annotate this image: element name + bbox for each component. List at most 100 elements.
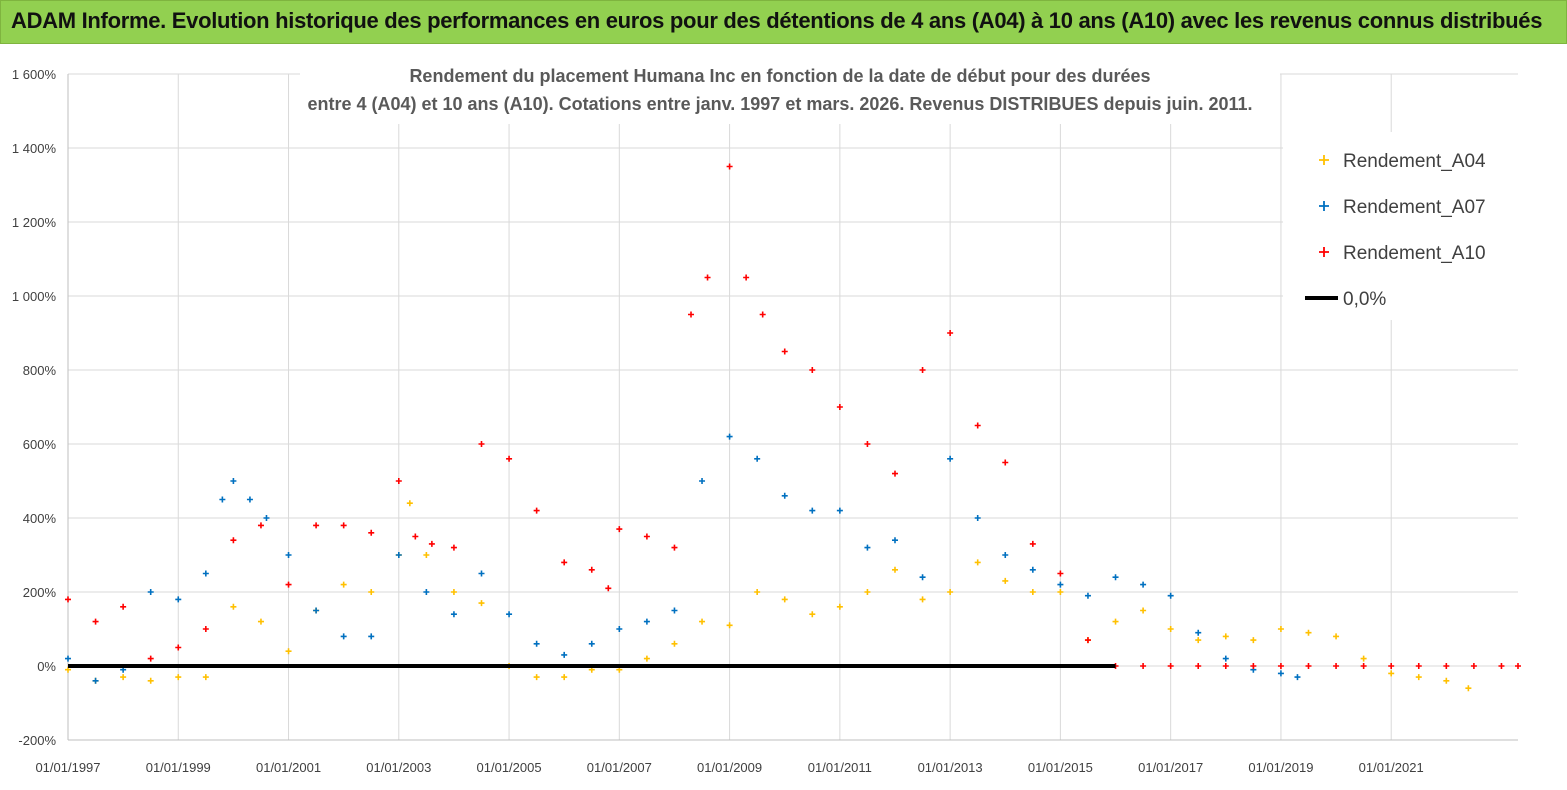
data-point-a07 [147, 589, 154, 595]
data-point-a04 [1415, 674, 1422, 681]
report-banner: ADAM Informe. Evolution historique des p… [0, 0, 1567, 44]
data-point-a04 [1388, 670, 1395, 677]
data-point-a10 [1305, 663, 1312, 669]
x-tick-label: 01/01/2013 [918, 760, 983, 775]
data-point-a10 [1333, 663, 1340, 669]
data-point-a04 [974, 559, 981, 566]
data-point-a04 [175, 674, 182, 681]
y-tick-label: -200% [18, 733, 56, 748]
data-point-a07 [263, 515, 270, 521]
data-point-a10 [643, 533, 650, 540]
data-point-a04 [406, 500, 413, 507]
data-point-a07 [1222, 655, 1229, 662]
data-point-a10 [147, 655, 154, 662]
data-point-a04 [450, 589, 457, 595]
data-point-a10 [688, 311, 695, 318]
data-point-a04 [919, 596, 926, 603]
data-point-a10 [1002, 459, 1009, 466]
data-point-a07 [561, 651, 568, 658]
y-tick-label: 1 400% [12, 141, 57, 156]
data-point-a04 [1360, 655, 1367, 662]
legend-label-a10: Rendement_A10 [1343, 243, 1486, 264]
data-point-a10 [781, 348, 788, 355]
x-tick-label: 01/01/2015 [1028, 760, 1093, 775]
data-point-a07 [285, 552, 292, 558]
data-point-a04 [781, 596, 788, 603]
y-axis-tick-labels: -200% 0% 200% 400% 600% 800% 1 000% 1 200% 1 400… [12, 67, 57, 748]
data-point-a04 [699, 618, 706, 625]
data-point-a07 [1112, 574, 1119, 581]
data-point-a07 [478, 570, 485, 577]
x-tick-label: 01/01/1999 [146, 760, 211, 775]
data-point-a04 [1140, 607, 1147, 614]
data-point-a04 [726, 622, 733, 629]
data-point-a04 [864, 589, 871, 595]
data-point-a07 [1002, 552, 1009, 558]
data-point-a07 [450, 611, 457, 618]
data-point-a07 [246, 496, 253, 503]
data-point-a10 [1388, 663, 1395, 669]
data-point-a04 [754, 589, 761, 595]
data-point-a07 [947, 455, 954, 462]
data-point-a10 [175, 644, 182, 651]
x-tick-label: 01/01/2019 [1248, 760, 1313, 775]
y-tick-label: 800% [23, 363, 57, 378]
legend-marker-a10 [1319, 247, 1329, 257]
y-tick-label: 0% [37, 659, 56, 674]
data-point-a10 [588, 566, 595, 573]
data-point-a04 [947, 589, 954, 595]
x-tick-label: 01/01/2005 [477, 760, 542, 775]
data-point-a10 [809, 367, 816, 373]
data-point-a04 [1250, 637, 1257, 644]
data-point-a07 [836, 507, 843, 514]
data-point-a10 [533, 507, 540, 514]
data-point-a04 [1029, 589, 1036, 595]
data-point-a04 [257, 618, 264, 625]
y-tick-label: 1 600% [12, 67, 57, 82]
data-point-a10 [1140, 663, 1147, 669]
data-point-a07 [781, 492, 788, 499]
data-point-a07 [92, 677, 99, 684]
data-point-a04 [1002, 577, 1009, 584]
data-point-a04 [1167, 626, 1174, 632]
legend-marker-a04 [1319, 155, 1329, 165]
data-point-a04 [1057, 589, 1064, 595]
data-point-a07 [368, 633, 375, 640]
data-point-a10 [450, 544, 457, 551]
data-point-a07 [65, 655, 71, 662]
data-point-a10 [478, 441, 485, 447]
data-point-a10 [1515, 663, 1521, 669]
data-point-a10 [1498, 663, 1505, 669]
data-point-a07 [671, 607, 678, 614]
data-point-a10 [1443, 663, 1450, 669]
y-tick-label: 200% [23, 585, 57, 600]
x-tick-label: 01/01/2009 [697, 760, 762, 775]
data-point-a04 [809, 611, 816, 618]
data-point-a10 [313, 522, 320, 529]
data-point-a10 [285, 581, 292, 588]
data-point-a04 [1443, 677, 1450, 684]
data-point-a10 [919, 367, 926, 373]
data-point-a07 [219, 496, 226, 503]
data-point-a07 [395, 552, 402, 558]
data-point-a04 [1222, 633, 1229, 640]
y-tick-label: 400% [23, 511, 57, 526]
data-point-a07 [891, 537, 898, 544]
data-point-a04 [1333, 633, 1340, 640]
scatter-chart: -200% 0% 200% 400% 600% 800% 1 000% 1 200% 1 400… [12, 56, 1528, 775]
data-point-a10 [65, 596, 71, 603]
data-point-a04 [561, 674, 568, 681]
data-point-a10 [428, 540, 435, 547]
data-point-a04 [671, 640, 678, 647]
data-point-a07 [506, 611, 513, 618]
x-tick-label: 01/01/2017 [1138, 760, 1203, 775]
data-point-a10 [1057, 570, 1064, 577]
series-a10 [65, 163, 1521, 669]
data-point-a07 [175, 596, 182, 603]
data-point-a10 [120, 603, 127, 610]
data-point-a10 [726, 163, 733, 170]
data-point-a07 [1084, 592, 1091, 599]
data-point-a07 [1140, 581, 1147, 588]
data-point-a07 [533, 640, 540, 647]
data-point-a04 [368, 589, 375, 595]
